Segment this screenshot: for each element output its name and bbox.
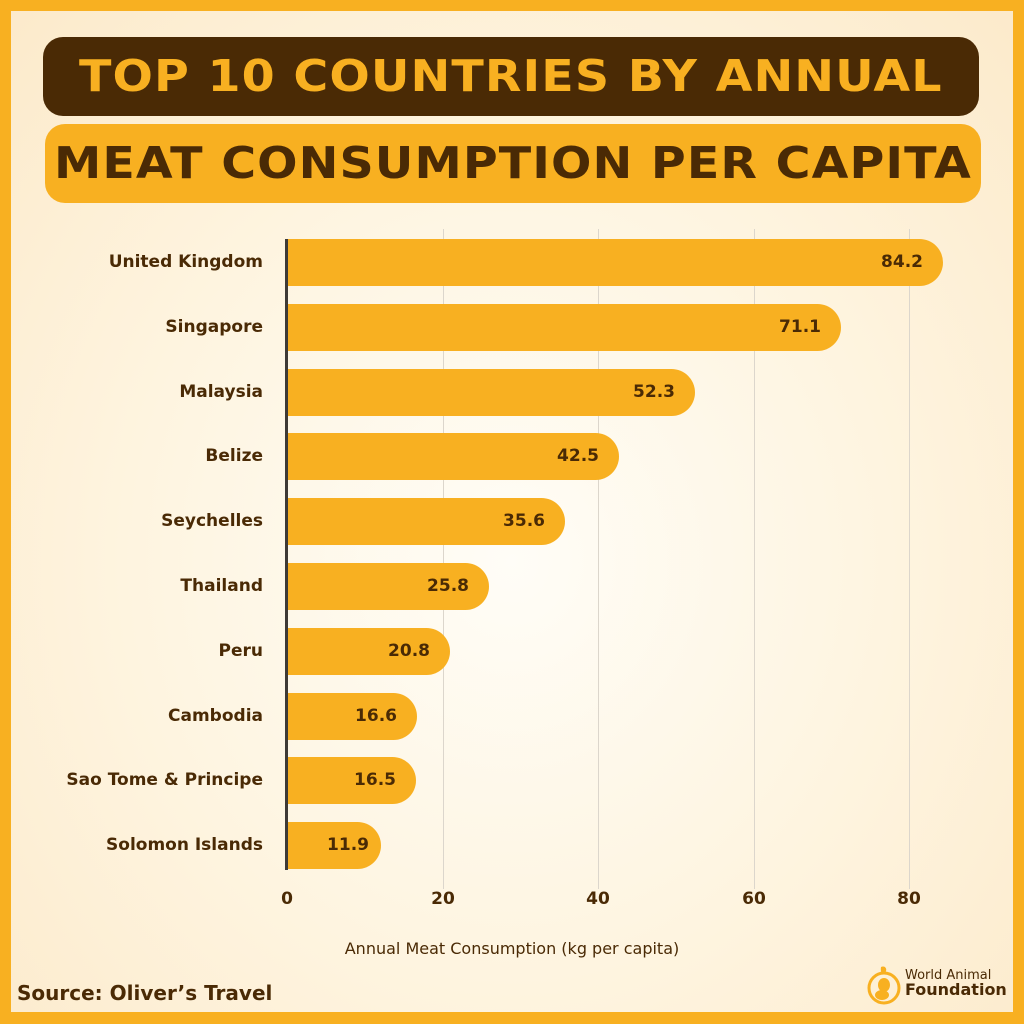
bar-value-label: 52.3 xyxy=(633,382,675,402)
bar: 42.5 xyxy=(288,433,619,480)
category-label: Peru xyxy=(218,641,263,661)
category-label: Seychelles xyxy=(161,511,263,531)
title-line-1: TOP 10 COUNTRIES BY ANNUAL xyxy=(79,51,943,102)
bar: 25.8 xyxy=(288,563,489,610)
bar-chart: 0 20 40 60 80 United Kingdom 84.2 Singapore 71.1… xyxy=(11,11,1013,1012)
x-tick-label: 60 xyxy=(742,889,766,909)
category-label: Cambodia xyxy=(168,706,263,726)
x-tick-label: 0 xyxy=(281,889,293,909)
bar: 84.2 xyxy=(288,239,943,286)
category-label: Singapore xyxy=(165,317,263,337)
y-axis-line xyxy=(285,239,288,870)
bar-value-label: 16.5 xyxy=(354,770,396,790)
category-label: United Kingdom xyxy=(108,252,263,272)
gridline xyxy=(909,229,910,889)
x-tick-label: 40 xyxy=(586,889,610,909)
world-animal-foundation-logo: World Animal Foundation xyxy=(867,962,1007,1006)
bar: 52.3 xyxy=(288,369,695,416)
animal-foundation-logo-icon xyxy=(867,966,901,1005)
bar-value-label: 42.5 xyxy=(557,446,599,466)
bar-value-label: 71.1 xyxy=(779,317,821,337)
category-label: Belize xyxy=(205,446,263,466)
title-banner-top: TOP 10 COUNTRIES BY ANNUAL xyxy=(43,37,979,116)
infographic-canvas: TOP 10 COUNTRIES BY ANNUAL MEAT CONSUMPT… xyxy=(11,11,1013,1012)
bar: 16.6 xyxy=(288,693,417,740)
bar-value-label: 25.8 xyxy=(427,576,469,596)
bar-value-label: 84.2 xyxy=(881,252,923,272)
bar: 35.6 xyxy=(288,498,565,545)
bar-value-label: 11.9 xyxy=(327,835,369,855)
title-line-2: MEAT CONSUMPTION PER CAPITA xyxy=(54,138,972,189)
source-credit: Source: Oliver’s Travel xyxy=(17,981,273,1005)
logo-text-line-2: Foundation xyxy=(905,980,1007,1000)
bar: 20.8 xyxy=(288,628,450,675)
gridline xyxy=(598,229,599,889)
bar-value-label: 35.6 xyxy=(503,511,545,531)
gridline xyxy=(754,229,755,889)
bar: 11.9 xyxy=(288,822,381,869)
x-tick-label: 80 xyxy=(897,889,921,909)
gridline xyxy=(443,229,444,889)
bar: 71.1 xyxy=(288,304,841,351)
bar-value-label: 16.6 xyxy=(355,706,397,726)
bar: 16.5 xyxy=(288,757,416,804)
x-axis-label: Annual Meat Consumption (kg per capita) xyxy=(344,939,680,958)
bar-value-label: 20.8 xyxy=(388,641,430,661)
x-tick-label: 20 xyxy=(431,889,455,909)
title-banner-bottom: MEAT CONSUMPTION PER CAPITA xyxy=(45,124,981,203)
category-label: Sao Tome & Principe xyxy=(66,770,263,790)
category-label: Malaysia xyxy=(179,382,263,402)
logo-text-line-1: World Animal xyxy=(905,967,992,983)
category-label: Thailand xyxy=(180,576,263,596)
category-label: Solomon Islands xyxy=(106,835,263,855)
